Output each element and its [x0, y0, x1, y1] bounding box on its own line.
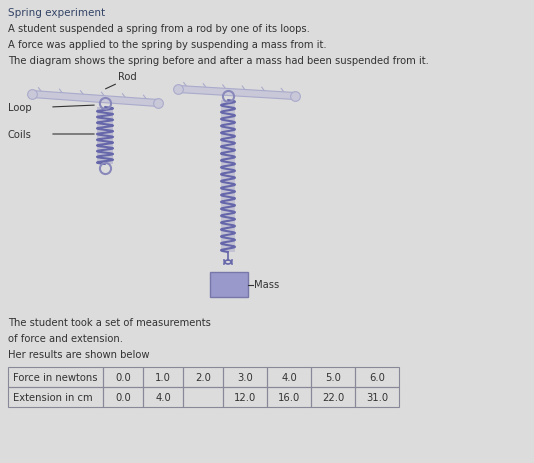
- Bar: [183, 367, 223, 387]
- Text: The diagram shows the spring before and after a mass had been suspended from it.: The diagram shows the spring before and …: [8, 56, 429, 66]
- Bar: [8, 387, 103, 407]
- Bar: [311, 367, 355, 387]
- Text: 5.0: 5.0: [325, 372, 341, 382]
- Text: Spring experiment: Spring experiment: [8, 8, 105, 18]
- Bar: [103, 367, 143, 387]
- Text: of force and extension.: of force and extension.: [8, 333, 123, 343]
- Text: 22.0: 22.0: [322, 392, 344, 402]
- Text: 0.0: 0.0: [115, 372, 131, 382]
- Polygon shape: [178, 86, 295, 100]
- Bar: [97, 108, 113, 165]
- Text: 2.0: 2.0: [195, 372, 211, 382]
- Text: Mass: Mass: [254, 280, 279, 290]
- Bar: [223, 387, 267, 407]
- Bar: [311, 387, 355, 407]
- Bar: [8, 367, 103, 387]
- Bar: [143, 367, 183, 387]
- Text: Coils: Coils: [8, 130, 32, 140]
- Text: Loop: Loop: [8, 103, 32, 113]
- Bar: [183, 387, 223, 407]
- Text: Rod: Rod: [118, 72, 137, 82]
- Polygon shape: [32, 91, 158, 107]
- Text: Extension in cm: Extension in cm: [13, 392, 92, 402]
- Text: The student took a set of measurements: The student took a set of measurements: [8, 317, 211, 327]
- Bar: [143, 387, 183, 407]
- Text: 12.0: 12.0: [234, 392, 256, 402]
- Bar: [103, 387, 143, 407]
- Bar: [223, 367, 267, 387]
- Bar: [355, 387, 399, 407]
- Text: Force in newtons: Force in newtons: [13, 372, 98, 382]
- FancyBboxPatch shape: [210, 272, 248, 297]
- Text: 4.0: 4.0: [281, 372, 297, 382]
- Text: 16.0: 16.0: [278, 392, 300, 402]
- Bar: [221, 101, 235, 252]
- Text: 1.0: 1.0: [155, 372, 171, 382]
- Text: 0.0: 0.0: [115, 392, 131, 402]
- Text: A force was applied to the spring by suspending a mass from it.: A force was applied to the spring by sus…: [8, 40, 327, 50]
- Text: 31.0: 31.0: [366, 392, 388, 402]
- Text: Her results are shown below: Her results are shown below: [8, 349, 150, 359]
- Text: A student suspended a spring from a rod by one of its loops.: A student suspended a spring from a rod …: [8, 24, 310, 34]
- Bar: [355, 367, 399, 387]
- Text: 3.0: 3.0: [237, 372, 253, 382]
- Bar: [267, 387, 311, 407]
- Bar: [267, 367, 311, 387]
- Text: 4.0: 4.0: [155, 392, 171, 402]
- Text: 6.0: 6.0: [369, 372, 385, 382]
